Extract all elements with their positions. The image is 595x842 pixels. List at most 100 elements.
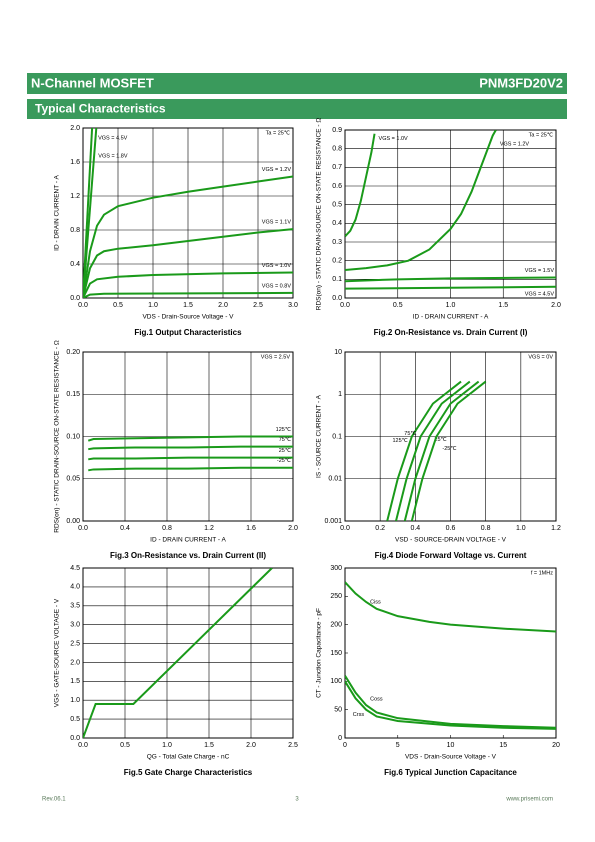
x-tick-label: 1.0 <box>446 302 456 309</box>
series-label: Ciss <box>370 599 381 605</box>
plot-frame <box>82 127 294 299</box>
y-axis-label: IS - SOURCE CURRENT - A <box>316 394 323 478</box>
series-line <box>345 581 556 633</box>
section-title: Typical Characteristics <box>35 102 166 116</box>
y-tick-label: 0.1 <box>332 433 342 440</box>
series-line <box>88 445 293 451</box>
x-tick-label: 2.0 <box>246 742 256 749</box>
y-tick-label: 0 <box>338 735 342 742</box>
series-line <box>345 276 556 283</box>
plot-area <box>345 568 556 738</box>
series-line <box>403 380 480 521</box>
series-label: VGS = 1.2V <box>262 167 292 173</box>
series-label: -25℃ <box>442 446 457 452</box>
plot-frame <box>344 567 557 739</box>
footer-center: 3 <box>295 797 299 803</box>
x-tick-label: 0.2 <box>375 525 385 532</box>
chart: 0.0 0.5 1.0 1.5 2.0 2.5 3.0 0.0 0.4 0.8 1.2 1.6 2.0 V… <box>54 125 298 337</box>
y-axis-label: ID - DRAIN CURRENT - A <box>54 174 61 250</box>
y-tick-label: 4.0 <box>70 584 80 591</box>
x-axis-label: VDS - Drain-Source Voltage - V <box>405 754 497 761</box>
series-label: -25℃ <box>277 458 292 464</box>
y-tick-label: 0.01 <box>328 476 342 483</box>
x-tick-label: 3.0 <box>288 302 298 309</box>
x-tick-label: 20 <box>552 742 560 749</box>
series-line <box>83 291 293 298</box>
series-label: 125℃ <box>276 427 292 433</box>
y-tick-label: 250 <box>330 593 342 600</box>
chart-title: Fig.6 Typical Junction Capacitance <box>384 768 517 777</box>
series-line <box>87 435 293 442</box>
y-tick-label: 2.0 <box>70 125 80 132</box>
y-tick-label: 0.0 <box>70 735 80 742</box>
y-axis-label: CT - Junction Capacitance - pF <box>316 608 323 698</box>
annotation: f = 1MHz <box>531 570 553 576</box>
y-tick-label: 1.0 <box>70 697 80 704</box>
chart-title: Fig.3 On-Resistance vs. Drain Current (I… <box>110 551 266 560</box>
y-tick-label: 0.4 <box>332 220 342 227</box>
x-tick-label: 0.0 <box>78 302 88 309</box>
x-tick-label: 15 <box>499 742 507 749</box>
y-tick-label: 1.6 <box>70 159 80 166</box>
x-tick-label: 0.6 <box>446 525 456 532</box>
x-tick-label: 2.5 <box>253 302 263 309</box>
y-tick-label: 3.0 <box>70 622 80 629</box>
annotation: VGS = 2.5V <box>261 354 291 360</box>
series-line <box>386 380 462 521</box>
x-tick-label: 1.2 <box>551 525 561 532</box>
series-label: 125℃ <box>392 438 408 444</box>
series-label: VGS = 1.5V <box>525 268 555 274</box>
y-tick-label: 0.10 <box>66 433 80 440</box>
series-line <box>83 568 273 738</box>
x-tick-label: 0.5 <box>393 302 403 309</box>
x-tick-label: 0.5 <box>113 302 123 309</box>
footer-right: www.prisemi.com <box>505 797 553 803</box>
header-right: PNM3FD20V2 <box>479 75 563 90</box>
x-tick-label: 1.0 <box>148 302 158 309</box>
series-line <box>345 133 376 238</box>
annotation: Ta = 25℃ <box>266 130 291 136</box>
series-line <box>345 680 556 730</box>
y-tick-label: 0.20 <box>66 349 80 356</box>
x-tick-label: 0.0 <box>78 742 88 749</box>
y-tick-label: 200 <box>330 622 342 629</box>
y-tick-label: 0.9 <box>332 127 342 134</box>
x-tick-label: 10 <box>447 742 455 749</box>
header-bar <box>27 73 567 94</box>
y-tick-label: 300 <box>330 565 342 572</box>
series-label: VGS = 1.1V <box>262 220 292 226</box>
y-tick-label: 0.2 <box>332 258 342 265</box>
chart-title: Fig.4 Diode Forward Voltage vs. Current <box>375 551 527 560</box>
series-label: VGS = 1.0V <box>262 263 292 269</box>
series-line <box>83 228 293 298</box>
series-label: VGS = 1.0V <box>379 136 409 142</box>
y-tick-label: 1.2 <box>70 193 80 200</box>
header-left: N-Channel MOSFET <box>31 75 154 90</box>
chart: 0.0 0.5 1.0 1.5 2.0 0.0 0.1 0.2 0.3 0.4 0.5 0.6 0.7 0… <box>316 118 561 337</box>
y-tick-label: 0.15 <box>66 391 80 398</box>
series-line <box>410 380 487 521</box>
y-tick-label: 0.8 <box>70 227 80 234</box>
x-tick-label: 1.0 <box>162 742 172 749</box>
series-label: Coss <box>370 697 383 703</box>
x-axis-label: VSD - SOURCE-DRAIN VOLTAGE - V <box>395 537 507 544</box>
chart-title: Fig.5 Gate Charge Characteristics <box>124 768 253 777</box>
x-tick-label: 1.5 <box>183 302 193 309</box>
series-line <box>345 675 556 729</box>
x-tick-label: 1.5 <box>498 302 508 309</box>
y-tick-label: 0.00 <box>66 518 80 525</box>
y-axis-label: RDS(on) - STATIC DRAIN-SOURCE ON-STATE R… <box>54 340 61 533</box>
y-tick-label: 0.5 <box>70 716 80 723</box>
series-line <box>88 456 293 461</box>
chart-title: Fig.1 Output Characteristics <box>134 328 242 337</box>
y-tick-label: 0.4 <box>70 261 80 268</box>
footer-left: Rev.06.1 <box>42 797 66 803</box>
series-label: VGS = 1.2V <box>500 141 530 147</box>
y-tick-label: 0.0 <box>332 295 342 302</box>
y-tick-label: 2.0 <box>70 659 80 666</box>
x-tick-label: 0.8 <box>162 525 172 532</box>
series-label: VGS = 0.8V <box>262 283 292 289</box>
y-tick-label: 4.5 <box>70 565 80 572</box>
x-tick-label: 1.6 <box>246 525 256 532</box>
